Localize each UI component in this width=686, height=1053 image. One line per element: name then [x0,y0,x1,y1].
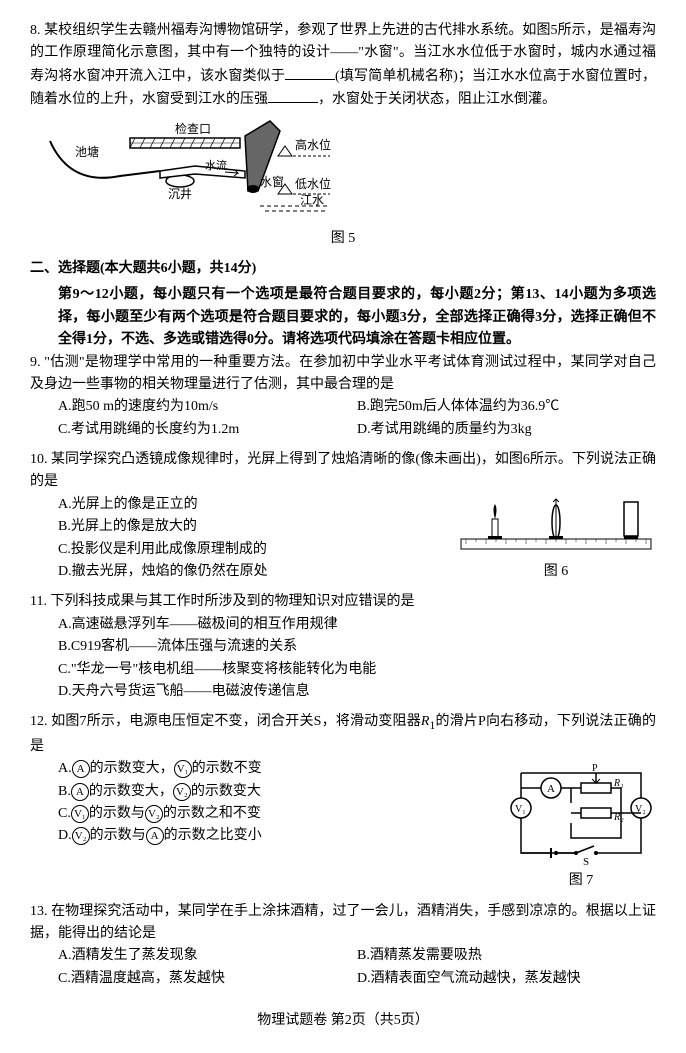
q13-opt-b[interactable]: B.酒精蒸发需要吸热 [357,945,656,967]
label-jianchakou: 检查口 [175,121,211,136]
question-10: 10. 某同学探究凸透镜成像规律时，光屏上得到了烛焰清晰的像(像未画出)，如图6… [30,449,656,583]
q13-opt-d[interactable]: D.酒精表面空气流动越快，蒸发越快 [357,968,656,990]
svg-text:R₂: R₂ [613,812,624,823]
q8-num: 8. [30,23,41,38]
svg-text:S: S [583,856,589,868]
q9-text: "估测"是物理学中常用的一种重要方法。在参加初中学业水平考试体育测试过程中，某同… [30,355,656,392]
page-footer: 物理试题卷 第2页（共5页） [30,1010,656,1032]
figure-6: 图 6 [456,494,656,583]
question-12: 12. 如图7所示，电源电压恒定不变，闭合开关S，将滑动变阻器R1的滑片P向右移… [30,711,656,892]
q13-opt-a[interactable]: A.酒精发生了蒸发现象 [58,945,357,967]
label-jiangshui: 江水 [300,193,324,207]
q9-opt-a[interactable]: A.跑50 m的速度约为10m/s [58,396,357,418]
question-11: 11. 下列科技成果与其工作时所涉及到的物理知识对应错误的是 A.高速磁悬浮列车… [30,591,656,703]
q8-text: 8. 某校组织学生去赣州福寿沟博物馆研学，参观了世界上先进的古代排水系统。如图5… [30,20,656,112]
q10-num: 10. [30,452,48,467]
label-gaoshuiwei: 高水位 [295,137,331,152]
label-dishuiwei: 低水位 [295,176,331,191]
q9-opt-d[interactable]: D.考试用跳绳的质量约为3kg [357,419,656,441]
svg-text:R₁: R₁ [613,778,624,789]
fig7-caption: 图 7 [506,870,656,892]
svg-text:V₁: V₁ [515,804,526,815]
q11-opt-b[interactable]: B.C919客机——流体压强与流速的关系 [58,636,656,658]
question-9: 9. "估测"是物理学中常用的一种重要方法。在参加初中学业水平考试体育测试过程中… [30,352,656,442]
q9-opt-b[interactable]: B.跑完50m后人体体温约为36.9℃ [357,396,656,418]
figure-5: 池塘 检查口 沉井 水流 水窗 [30,116,656,250]
fig6-caption: 图 6 [456,561,656,583]
label-shuichuang: 水窗 [260,175,284,189]
q9-opt-c[interactable]: C.考试用跳绳的长度约为1.2m [58,419,357,441]
figure-7: V₁ V₂ A R₁ P R₂ [506,758,656,892]
q10-text: 某同学探究凸透镜成像规律时，光屏上得到了烛焰清晰的像(像未画出)，如图6所示。下… [30,452,656,489]
q11-num: 11. [30,594,47,609]
blank-2[interactable] [268,88,318,103]
fig5-caption: 图 5 [30,228,656,250]
q11-opt-a[interactable]: A.高速磁悬浮列车——磁极间的相互作用规律 [58,614,656,636]
question-8: 8. 某校组织学生去赣州福寿沟博物馆研学，参观了世界上先进的古代排水系统。如图5… [30,20,656,250]
q13-text: 在物理探究活动中，某同学在手上涂抹酒精，过了一会儿，酒精消失，手感到凉凉的。根据… [30,904,656,941]
q12-num: 12. [30,714,48,729]
svg-text:P: P [592,763,598,774]
q8-body3: ，水窗处于关闭状态，阻止江水倒灌。 [318,92,556,107]
section-2-desc: 第9～12小题，每小题只有一个选项是最符合题目要求的，每小题2分；第13、14小… [30,284,656,351]
q11-opt-d[interactable]: D.天舟六号货运飞船——电磁波传递信息 [58,681,656,703]
label-chitang: 池塘 [75,144,99,159]
q11-text: 下列科技成果与其工作时所涉及到的物理知识对应错误的是 [50,594,414,609]
q12-text-pre: 如图7所示，电源电压恒定不变，闭合开关S，将滑动变阻器 [51,714,421,729]
label-shuiliu: 水流 [205,158,227,172]
blank-1[interactable] [285,65,335,80]
q13-num: 13. [30,904,48,919]
label-chenjing: 沉井 [168,187,192,201]
q13-opt-c[interactable]: C.酒精温度越高，蒸发越快 [58,968,357,990]
q11-opt-c[interactable]: C."华龙一号"核电机组——核聚变将核能转化为电能 [58,659,656,681]
section-2-title: 二、选择题(本大题共6小题，共14分) [30,258,656,280]
svg-text:A: A [547,783,555,795]
question-13: 13. 在物理探究活动中，某同学在手上涂抹酒精，过了一会儿，酒精消失，手感到凉凉… [30,901,656,991]
q9-num: 9. [30,355,41,370]
